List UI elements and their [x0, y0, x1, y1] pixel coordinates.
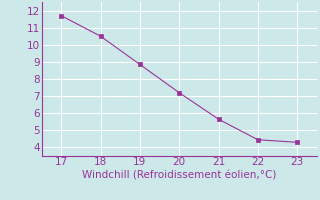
X-axis label: Windchill (Refroidissement éolien,°C): Windchill (Refroidissement éolien,°C) [82, 170, 276, 180]
